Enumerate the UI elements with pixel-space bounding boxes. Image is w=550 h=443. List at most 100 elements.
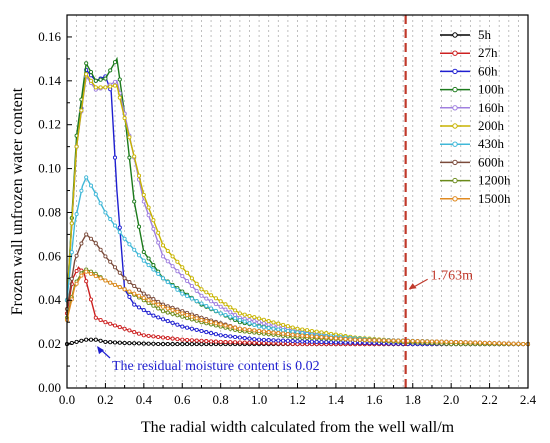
data-point xyxy=(84,337,89,342)
data-point xyxy=(122,236,127,241)
data-point xyxy=(141,308,146,313)
data-point xyxy=(295,326,300,331)
data-point xyxy=(108,321,113,326)
data-point xyxy=(156,271,161,276)
data-point xyxy=(132,291,137,296)
data-point xyxy=(103,76,108,81)
data-point xyxy=(204,339,209,344)
data-point xyxy=(204,296,209,301)
data-point xyxy=(122,340,127,346)
data-point xyxy=(127,280,132,285)
data-point xyxy=(93,337,98,342)
data-point xyxy=(209,306,214,311)
data-point xyxy=(98,85,103,90)
data-point xyxy=(103,85,108,90)
data-point xyxy=(112,79,118,84)
data-point xyxy=(247,317,252,323)
data-point xyxy=(261,341,266,346)
data-point xyxy=(381,338,386,343)
data-point xyxy=(271,320,276,325)
data-point xyxy=(88,78,94,83)
marker-line-label: 1.763m xyxy=(431,268,474,283)
data-point xyxy=(300,327,305,332)
data-point xyxy=(204,330,209,335)
data-point xyxy=(141,341,146,346)
data-point xyxy=(194,316,199,321)
data-point xyxy=(271,326,276,331)
data-point xyxy=(170,264,175,269)
data-point xyxy=(117,285,122,290)
data-point xyxy=(141,291,146,296)
data-point xyxy=(247,340,252,345)
data-point xyxy=(112,83,118,88)
data-point xyxy=(112,323,118,328)
data-point xyxy=(156,302,161,307)
data-point xyxy=(324,335,329,340)
data-point xyxy=(242,340,247,345)
data-point xyxy=(93,315,98,320)
x-tick-label: 1.8 xyxy=(405,392,421,407)
data-point xyxy=(74,144,79,149)
data-point xyxy=(497,341,502,346)
data-point xyxy=(218,339,223,344)
data-point xyxy=(180,291,185,296)
legend: 5h 27h 60h 100h 160h 200h 430h 600h 1200h 1500h xyxy=(440,27,511,206)
data-point xyxy=(146,213,151,218)
data-point xyxy=(132,199,137,204)
data-point xyxy=(276,331,281,336)
data-point xyxy=(348,337,353,342)
data-point xyxy=(180,314,185,319)
x-axis-title: The radial width calculated from the wel… xyxy=(141,419,455,436)
data-point xyxy=(98,201,103,206)
data-point xyxy=(79,338,84,343)
data-point xyxy=(314,334,319,339)
data-point xyxy=(266,341,271,346)
data-point xyxy=(285,332,290,337)
data-point xyxy=(127,341,132,346)
data-point xyxy=(257,337,262,342)
data-point xyxy=(103,210,108,215)
data-point xyxy=(151,334,156,339)
data-point xyxy=(319,335,324,340)
data-point xyxy=(170,311,175,316)
data-point xyxy=(252,319,257,324)
data-point xyxy=(103,339,108,344)
data-point xyxy=(132,341,137,346)
data-point xyxy=(309,334,314,339)
data-point xyxy=(146,310,151,315)
data-point xyxy=(257,320,262,325)
data-point xyxy=(151,313,156,318)
data-point xyxy=(108,340,113,345)
data-point xyxy=(449,339,454,344)
data-point xyxy=(233,340,238,345)
data-point xyxy=(136,305,142,310)
legend-label: 100h xyxy=(478,82,505,97)
data-point xyxy=(482,340,487,345)
data-point xyxy=(112,282,118,287)
data-point xyxy=(516,341,521,346)
data-point xyxy=(146,333,151,338)
data-point xyxy=(266,338,271,343)
data-point xyxy=(247,313,252,319)
data-point xyxy=(209,320,214,325)
data-point xyxy=(84,232,89,237)
data-point xyxy=(98,338,103,343)
legend-label: 1500h xyxy=(478,191,511,206)
data-point xyxy=(194,327,199,332)
data-point xyxy=(151,226,156,231)
data-point xyxy=(213,308,218,313)
data-point xyxy=(266,330,271,335)
data-point xyxy=(136,331,142,336)
data-point xyxy=(122,326,127,331)
data-point xyxy=(329,340,334,345)
data-point xyxy=(228,324,233,329)
data-point xyxy=(132,247,137,252)
data-point xyxy=(146,294,151,299)
legend-item: 600h xyxy=(440,154,505,169)
data-point xyxy=(170,308,175,313)
data-point xyxy=(233,316,238,321)
data-point xyxy=(377,338,382,343)
data-point xyxy=(213,321,218,326)
data-point xyxy=(79,241,84,246)
data-point xyxy=(84,175,89,180)
